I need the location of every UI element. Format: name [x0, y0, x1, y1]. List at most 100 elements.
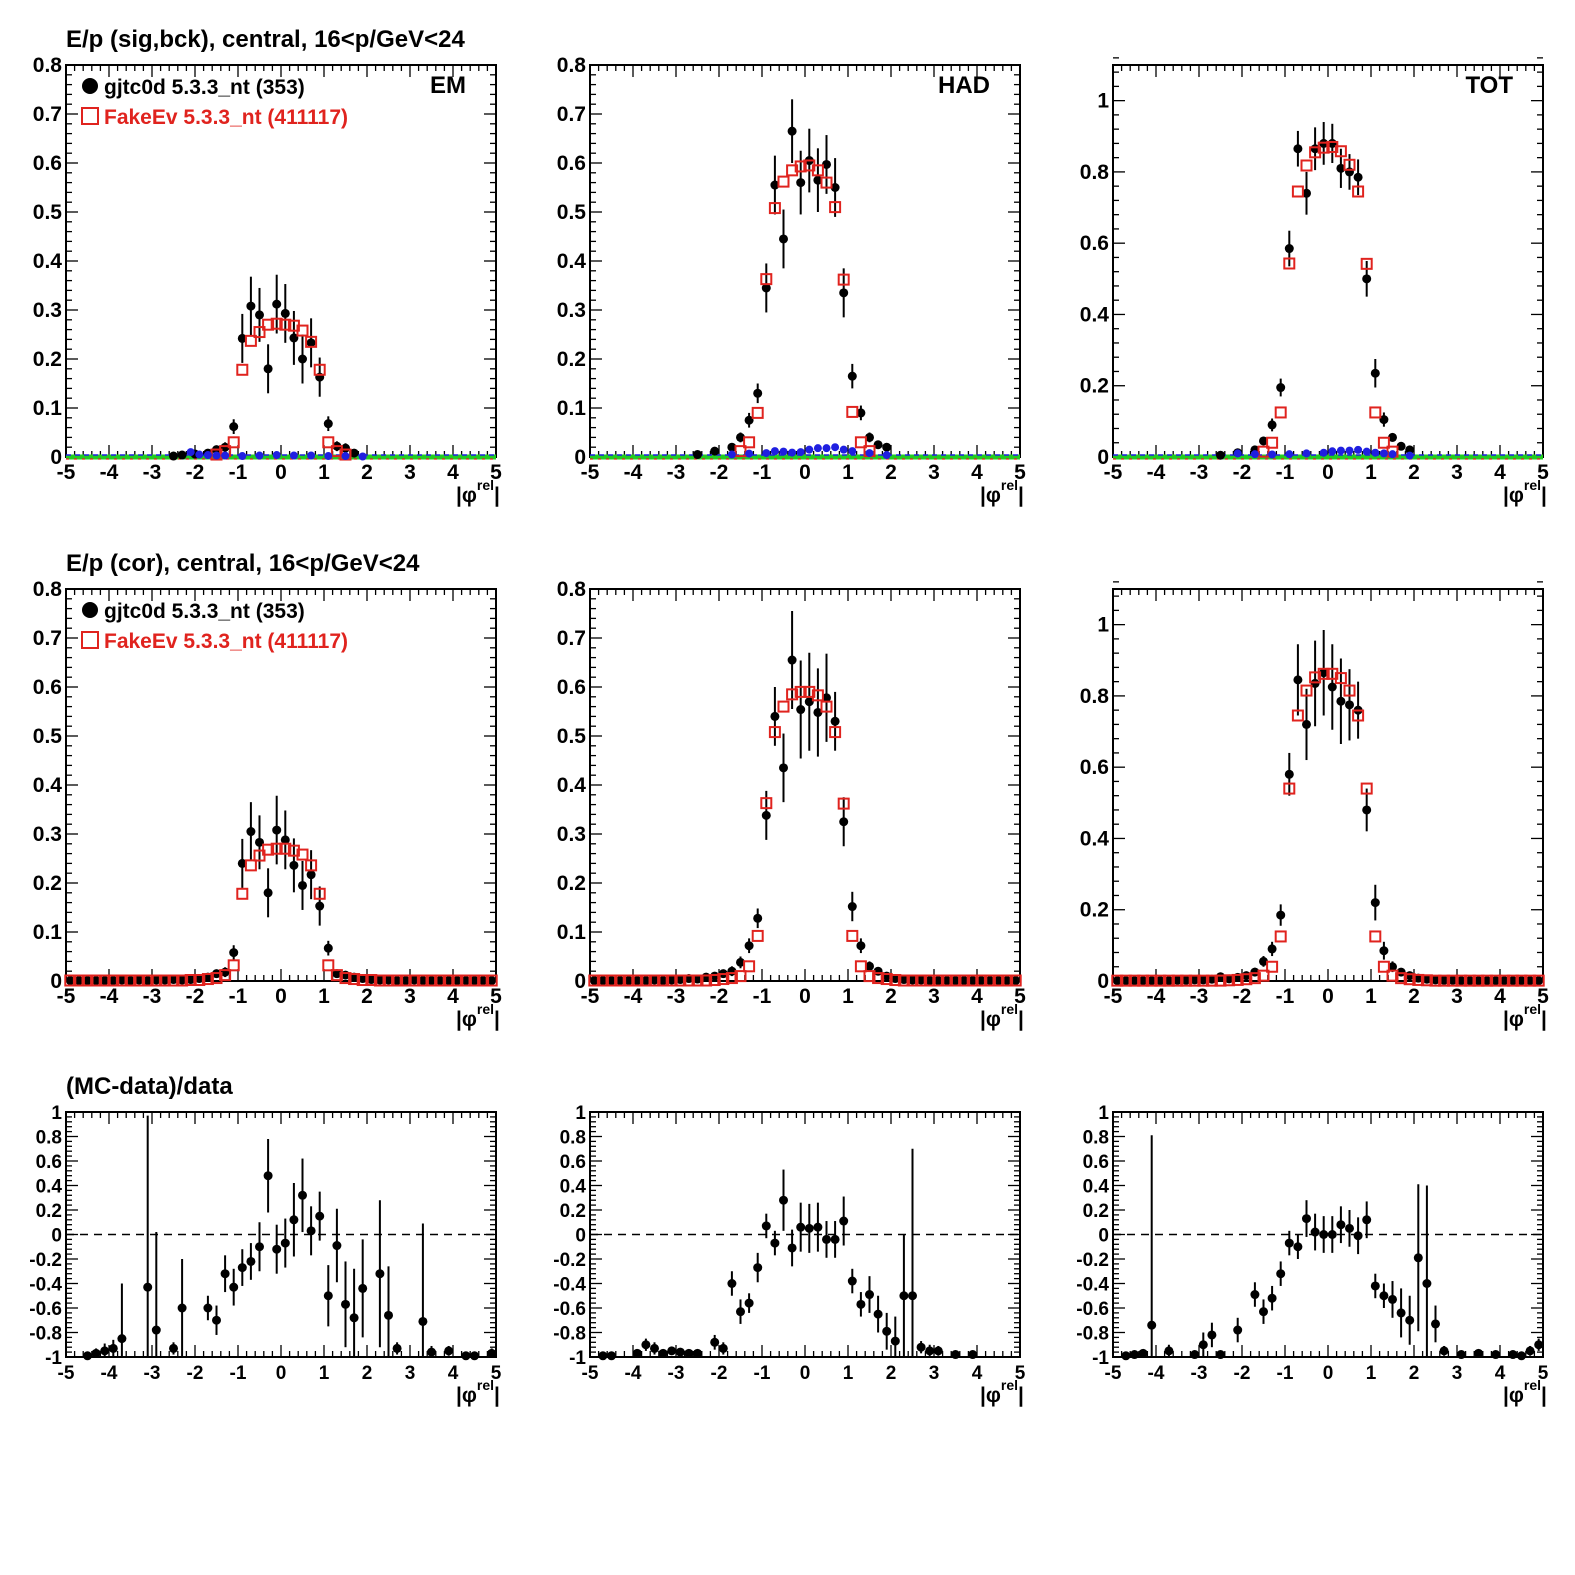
mc-point — [932, 974, 945, 987]
x-tick-label: 3 — [928, 985, 940, 1008]
x-tick-label: -3 — [1191, 1363, 1208, 1384]
data-point — [1216, 450, 1225, 460]
y-tick-label: 0 — [1097, 970, 1109, 993]
mc-point — [90, 974, 103, 987]
background-point — [1405, 451, 1414, 460]
data-point — [1465, 976, 1475, 986]
mc-point — [167, 974, 180, 987]
y-tick-label: 0 — [51, 1226, 62, 1247]
mc-point — [1377, 960, 1390, 973]
data-point — [1370, 368, 1380, 378]
mc-point — [648, 974, 661, 987]
data-point — [882, 442, 892, 452]
data-point — [1276, 1269, 1286, 1279]
x-axis-label: |φrel| — [1503, 1001, 1547, 1031]
x-tick-label: -3 — [143, 985, 162, 1008]
series-data — [1121, 1135, 1544, 1361]
x-tick-label: 5 — [1015, 1363, 1026, 1384]
data-point — [693, 450, 702, 460]
x-axis-label-main: |φ — [456, 1008, 477, 1031]
data-point — [1482, 976, 1492, 986]
data-point — [942, 976, 952, 986]
y-tick-label: -0.2 — [553, 1250, 586, 1271]
mc-point — [468, 974, 481, 987]
x-tick-label: -5 — [581, 985, 600, 1008]
legend-mc-marker — [81, 631, 99, 649]
x-tick-label: 3 — [405, 1363, 416, 1384]
chart-title: (MC-data)/data — [66, 1073, 233, 1100]
data-point — [770, 1238, 780, 1248]
mc-point — [236, 887, 249, 900]
background-point — [805, 445, 814, 454]
data-point — [710, 446, 720, 456]
data-point — [1345, 700, 1354, 710]
data-point — [1405, 1315, 1415, 1325]
chart-1: -5 -4 -3 -2 -1 0 1 2 3 4 5 0 0.1 0.2 0.3 0.4 0.5 0.6 0.7 0.… — [557, 54, 1026, 507]
mc-point — [1111, 974, 1124, 987]
mc-point — [614, 974, 627, 987]
mc-point — [98, 974, 111, 987]
mc-point — [992, 974, 1005, 987]
mc-point — [889, 974, 902, 987]
mc-point — [1343, 158, 1356, 171]
data-point — [1413, 1253, 1423, 1263]
y-tick-label: -0.6 — [553, 1299, 586, 1320]
mc-point — [829, 201, 842, 214]
data-point — [169, 451, 178, 461]
mc-point — [983, 974, 996, 987]
mc-point — [717, 973, 730, 986]
data-point — [289, 1215, 299, 1225]
x-axis-label-main: |φ — [1503, 1384, 1524, 1407]
mc-point — [915, 974, 928, 987]
data-point — [684, 1348, 694, 1358]
y-tick-label: 1 — [575, 1103, 586, 1124]
mc-point — [1171, 974, 1184, 987]
data-point — [435, 976, 445, 986]
x-tick-label: -1 — [230, 1363, 247, 1384]
data-point — [418, 1316, 428, 1326]
series-mc — [1257, 140, 1399, 458]
x-tick-label: 0 — [275, 461, 287, 484]
mc-point — [811, 164, 824, 177]
x-tick-label: -1 — [753, 461, 772, 484]
data-point — [1121, 976, 1131, 986]
mc-point — [725, 972, 738, 985]
mc-point — [1386, 969, 1399, 982]
data-point — [1456, 976, 1466, 986]
y-tick-label: 0.8 — [1083, 1128, 1109, 1149]
mc-point — [322, 436, 335, 449]
data-point — [194, 974, 204, 984]
data-point — [787, 655, 797, 665]
data-point — [796, 178, 806, 188]
data-point — [83, 976, 92, 986]
background-point — [822, 444, 831, 453]
data-point — [315, 901, 325, 911]
data-point — [744, 941, 754, 951]
x-tick-label: 3 — [929, 1363, 940, 1384]
mc-point — [940, 974, 953, 987]
y-tick-label: 0.1 — [557, 921, 587, 944]
data-point — [143, 976, 153, 986]
mc-point — [1248, 972, 1261, 985]
mc-point — [184, 974, 197, 987]
background-point — [358, 452, 367, 461]
data-point — [1259, 436, 1268, 446]
data-point — [298, 354, 307, 364]
mc-point — [768, 726, 781, 739]
y-tick-label: -0.4 — [29, 1275, 62, 1296]
x-axis-label: |φrel| — [456, 477, 500, 507]
mc-point — [1317, 667, 1330, 680]
background-point — [1285, 450, 1294, 459]
x-tick-label: -3 — [668, 1363, 685, 1384]
data-point — [229, 422, 239, 432]
x-axis-label-main: |φ — [456, 484, 477, 507]
mc-point — [262, 843, 275, 856]
series-mc — [64, 842, 498, 987]
mc-point — [811, 689, 824, 702]
mc-point — [330, 969, 343, 982]
y-tick-label: 0 — [50, 446, 62, 469]
legend-mc-label: FakeEv 5.3.3_nt (411117) — [104, 630, 348, 653]
y-tick-label: 0.4 — [33, 774, 63, 797]
x-tick-label: -2 — [186, 985, 205, 1008]
background-point — [1336, 446, 1345, 455]
